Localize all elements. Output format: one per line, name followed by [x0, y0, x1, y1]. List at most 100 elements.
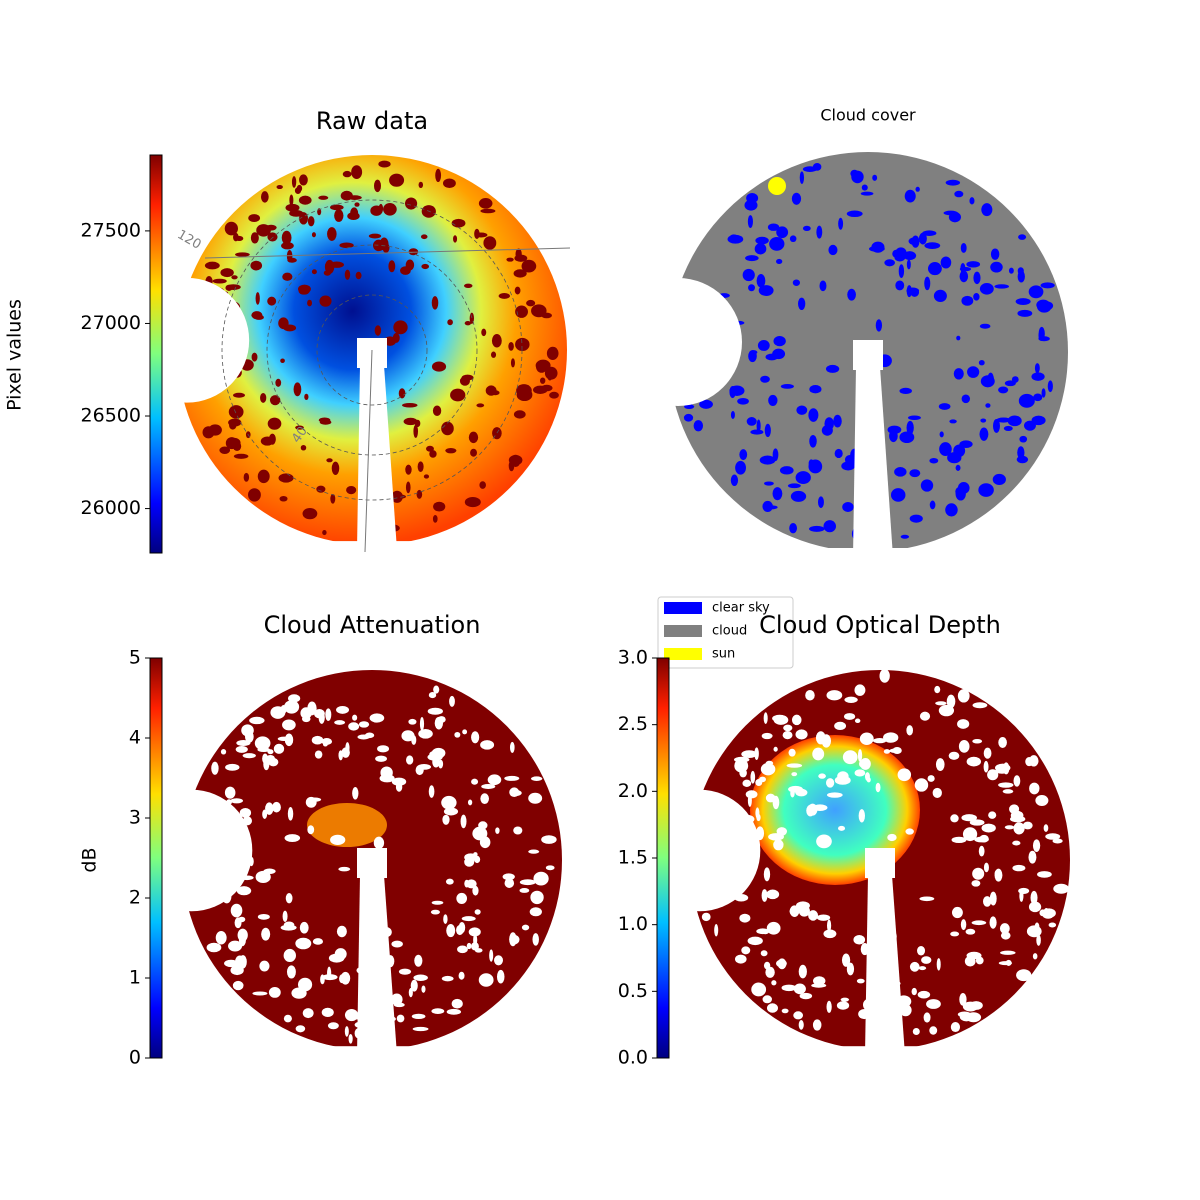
blob	[793, 1011, 803, 1020]
blob	[983, 862, 989, 873]
blob	[759, 455, 776, 465]
blob	[799, 992, 813, 1000]
blob	[954, 190, 964, 198]
blob	[1036, 299, 1051, 311]
blob	[936, 958, 941, 971]
blob	[838, 217, 844, 230]
notch	[614, 278, 742, 406]
blob	[378, 160, 391, 168]
blob	[898, 264, 905, 279]
blob	[459, 376, 470, 386]
blob	[883, 732, 899, 743]
polar-spoke	[364, 349, 373, 553]
blob	[445, 878, 454, 885]
blob	[287, 806, 294, 821]
blob	[921, 956, 932, 964]
blob	[1037, 871, 1052, 878]
blob	[935, 701, 947, 706]
blob	[945, 503, 958, 517]
blob	[906, 259, 911, 270]
blob	[951, 836, 967, 844]
blob	[987, 769, 999, 781]
blob	[903, 251, 917, 261]
blob	[823, 520, 837, 533]
colorbar-tick-label: 5	[129, 647, 141, 669]
blob	[929, 500, 936, 510]
blob	[934, 685, 941, 694]
blob	[401, 730, 415, 742]
blob	[255, 292, 260, 305]
blob	[433, 501, 446, 512]
blob	[1026, 925, 1042, 938]
blob	[322, 530, 327, 536]
blob	[373, 179, 381, 193]
blob	[263, 758, 270, 771]
blob	[340, 971, 351, 985]
blob	[973, 271, 981, 285]
blob	[907, 415, 921, 421]
blob	[985, 403, 991, 408]
blob	[816, 834, 832, 849]
blob	[837, 771, 849, 782]
blob	[788, 748, 796, 757]
blob	[1019, 889, 1024, 902]
blob	[431, 747, 446, 759]
colorbar-tick-label: 0.5	[618, 980, 648, 1002]
blob	[307, 825, 315, 835]
colorbar-tick-label: 1.5	[618, 847, 648, 869]
blob	[479, 836, 491, 849]
blob	[378, 203, 384, 214]
blob	[826, 792, 843, 798]
blob	[456, 924, 464, 936]
blob	[446, 1008, 462, 1015]
blob	[844, 696, 858, 703]
blob	[966, 261, 981, 268]
blob	[773, 336, 786, 347]
blob	[443, 807, 459, 816]
blob	[255, 870, 271, 883]
blob	[818, 496, 824, 508]
blob	[906, 725, 913, 736]
blob	[498, 292, 511, 299]
blob	[347, 212, 360, 221]
blob	[957, 481, 970, 494]
blob	[776, 827, 787, 836]
blob	[741, 750, 758, 759]
outer-clear	[663, 548, 1073, 568]
blob	[958, 739, 970, 753]
blob	[408, 987, 413, 998]
blob	[747, 936, 763, 946]
blob	[900, 534, 910, 539]
blob	[853, 934, 866, 945]
blob	[426, 445, 434, 452]
blob	[909, 514, 923, 523]
blob	[314, 750, 323, 759]
blob	[813, 976, 826, 986]
blob	[967, 366, 980, 378]
blob	[950, 1021, 961, 1033]
blob	[789, 905, 800, 918]
blob	[530, 776, 543, 781]
blob	[298, 195, 312, 205]
blob	[769, 237, 785, 251]
blob	[773, 746, 778, 752]
blob	[515, 305, 528, 318]
colorbar-tick-label: 2.5	[618, 713, 648, 735]
blob	[311, 232, 316, 238]
blob	[470, 448, 477, 457]
blob	[1023, 420, 1036, 431]
blob	[915, 186, 920, 192]
blob	[458, 971, 465, 980]
blob	[957, 719, 970, 729]
blob	[408, 248, 419, 256]
blob	[348, 722, 360, 731]
blob	[220, 749, 227, 755]
blob	[751, 982, 767, 997]
blob	[734, 756, 750, 763]
blob	[1003, 425, 1013, 431]
blob	[265, 802, 274, 815]
blob	[897, 768, 912, 782]
blob	[502, 873, 515, 881]
blob	[449, 695, 455, 707]
blob	[282, 719, 296, 731]
